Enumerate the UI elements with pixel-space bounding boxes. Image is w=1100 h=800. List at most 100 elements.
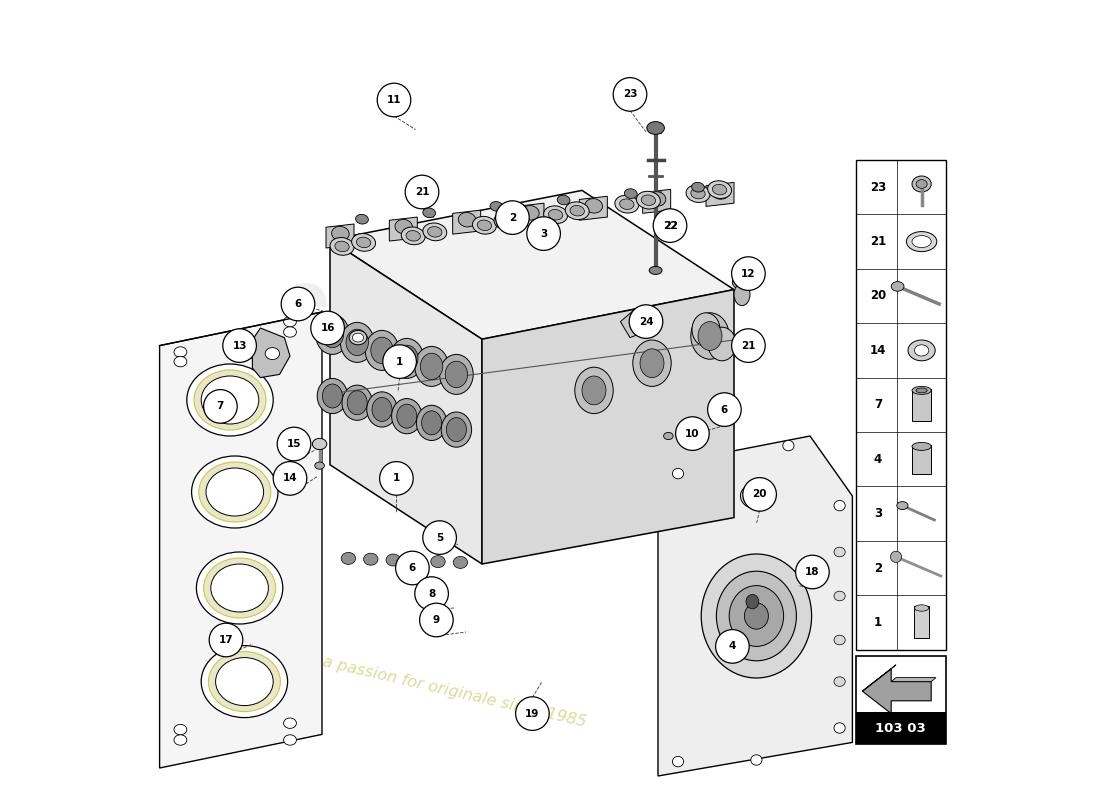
- Ellipse shape: [647, 122, 664, 134]
- Ellipse shape: [575, 367, 613, 414]
- Ellipse shape: [914, 605, 928, 611]
- Circle shape: [396, 551, 429, 585]
- Polygon shape: [453, 210, 481, 234]
- Text: 22: 22: [662, 221, 678, 230]
- Circle shape: [516, 697, 549, 730]
- Text: 21: 21: [415, 187, 429, 197]
- Ellipse shape: [447, 418, 466, 442]
- Ellipse shape: [201, 376, 258, 424]
- Text: 1: 1: [873, 616, 882, 629]
- Ellipse shape: [422, 208, 436, 218]
- Ellipse shape: [208, 651, 280, 712]
- Ellipse shape: [641, 195, 656, 206]
- Circle shape: [742, 478, 777, 511]
- Ellipse shape: [216, 658, 273, 706]
- Ellipse shape: [740, 483, 772, 509]
- Ellipse shape: [349, 330, 366, 345]
- Circle shape: [311, 311, 344, 345]
- Text: 19: 19: [525, 709, 540, 718]
- Circle shape: [653, 209, 686, 242]
- Ellipse shape: [672, 757, 683, 766]
- Ellipse shape: [558, 195, 570, 205]
- Ellipse shape: [265, 347, 279, 359]
- Ellipse shape: [415, 346, 449, 386]
- Text: 20: 20: [870, 290, 887, 302]
- Ellipse shape: [316, 314, 349, 354]
- Bar: [912, 389, 932, 421]
- Bar: [856, 656, 946, 744]
- Ellipse shape: [206, 468, 264, 516]
- Polygon shape: [658, 436, 852, 776]
- Text: 23: 23: [870, 181, 887, 194]
- Circle shape: [204, 390, 238, 423]
- Ellipse shape: [707, 181, 732, 198]
- Ellipse shape: [352, 334, 364, 342]
- Polygon shape: [891, 678, 936, 682]
- Ellipse shape: [733, 275, 751, 290]
- Polygon shape: [389, 217, 417, 241]
- Text: 10: 10: [685, 429, 700, 438]
- Ellipse shape: [477, 220, 492, 230]
- Text: 21: 21: [870, 235, 887, 248]
- Text: 8: 8: [428, 589, 436, 598]
- Text: 9: 9: [432, 615, 440, 625]
- Text: 22: 22: [664, 221, 679, 230]
- Ellipse shape: [916, 388, 927, 393]
- Ellipse shape: [615, 195, 639, 213]
- Circle shape: [707, 393, 741, 426]
- Ellipse shape: [751, 755, 762, 765]
- Text: 20: 20: [752, 490, 767, 499]
- Ellipse shape: [386, 554, 400, 566]
- Ellipse shape: [747, 488, 766, 504]
- Polygon shape: [160, 312, 322, 768]
- Circle shape: [890, 551, 902, 562]
- Ellipse shape: [691, 188, 705, 199]
- Ellipse shape: [912, 176, 932, 192]
- Ellipse shape: [649, 266, 662, 274]
- Ellipse shape: [440, 354, 473, 394]
- Circle shape: [629, 305, 663, 338]
- Ellipse shape: [422, 223, 447, 241]
- Ellipse shape: [392, 398, 422, 434]
- Ellipse shape: [446, 362, 468, 388]
- Ellipse shape: [716, 571, 796, 661]
- Polygon shape: [642, 190, 671, 214]
- Ellipse shape: [521, 206, 539, 220]
- Ellipse shape: [834, 635, 845, 645]
- Ellipse shape: [648, 192, 666, 206]
- Ellipse shape: [194, 370, 266, 430]
- Polygon shape: [482, 290, 734, 564]
- Ellipse shape: [914, 345, 928, 356]
- Polygon shape: [516, 203, 544, 227]
- Ellipse shape: [745, 603, 769, 629]
- Ellipse shape: [341, 552, 355, 565]
- Circle shape: [732, 329, 766, 362]
- Ellipse shape: [691, 313, 729, 359]
- Circle shape: [422, 521, 456, 554]
- Ellipse shape: [746, 594, 759, 609]
- Ellipse shape: [686, 185, 710, 202]
- Circle shape: [716, 630, 749, 663]
- Ellipse shape: [692, 182, 704, 192]
- Ellipse shape: [712, 185, 729, 199]
- Ellipse shape: [834, 547, 845, 557]
- Text: 3: 3: [540, 229, 547, 238]
- Ellipse shape: [663, 432, 673, 440]
- Ellipse shape: [912, 235, 932, 248]
- Ellipse shape: [372, 398, 392, 422]
- Ellipse shape: [284, 734, 296, 746]
- Ellipse shape: [390, 338, 424, 378]
- Ellipse shape: [672, 469, 683, 478]
- Ellipse shape: [197, 552, 283, 624]
- Circle shape: [282, 287, 315, 321]
- Ellipse shape: [174, 346, 187, 357]
- Text: 14: 14: [283, 474, 297, 483]
- Ellipse shape: [199, 462, 271, 522]
- Circle shape: [379, 462, 414, 495]
- Ellipse shape: [701, 554, 812, 678]
- Text: 6: 6: [295, 299, 301, 309]
- Ellipse shape: [565, 202, 590, 219]
- Ellipse shape: [421, 411, 441, 435]
- Text: 2: 2: [509, 213, 516, 222]
- Circle shape: [795, 555, 829, 589]
